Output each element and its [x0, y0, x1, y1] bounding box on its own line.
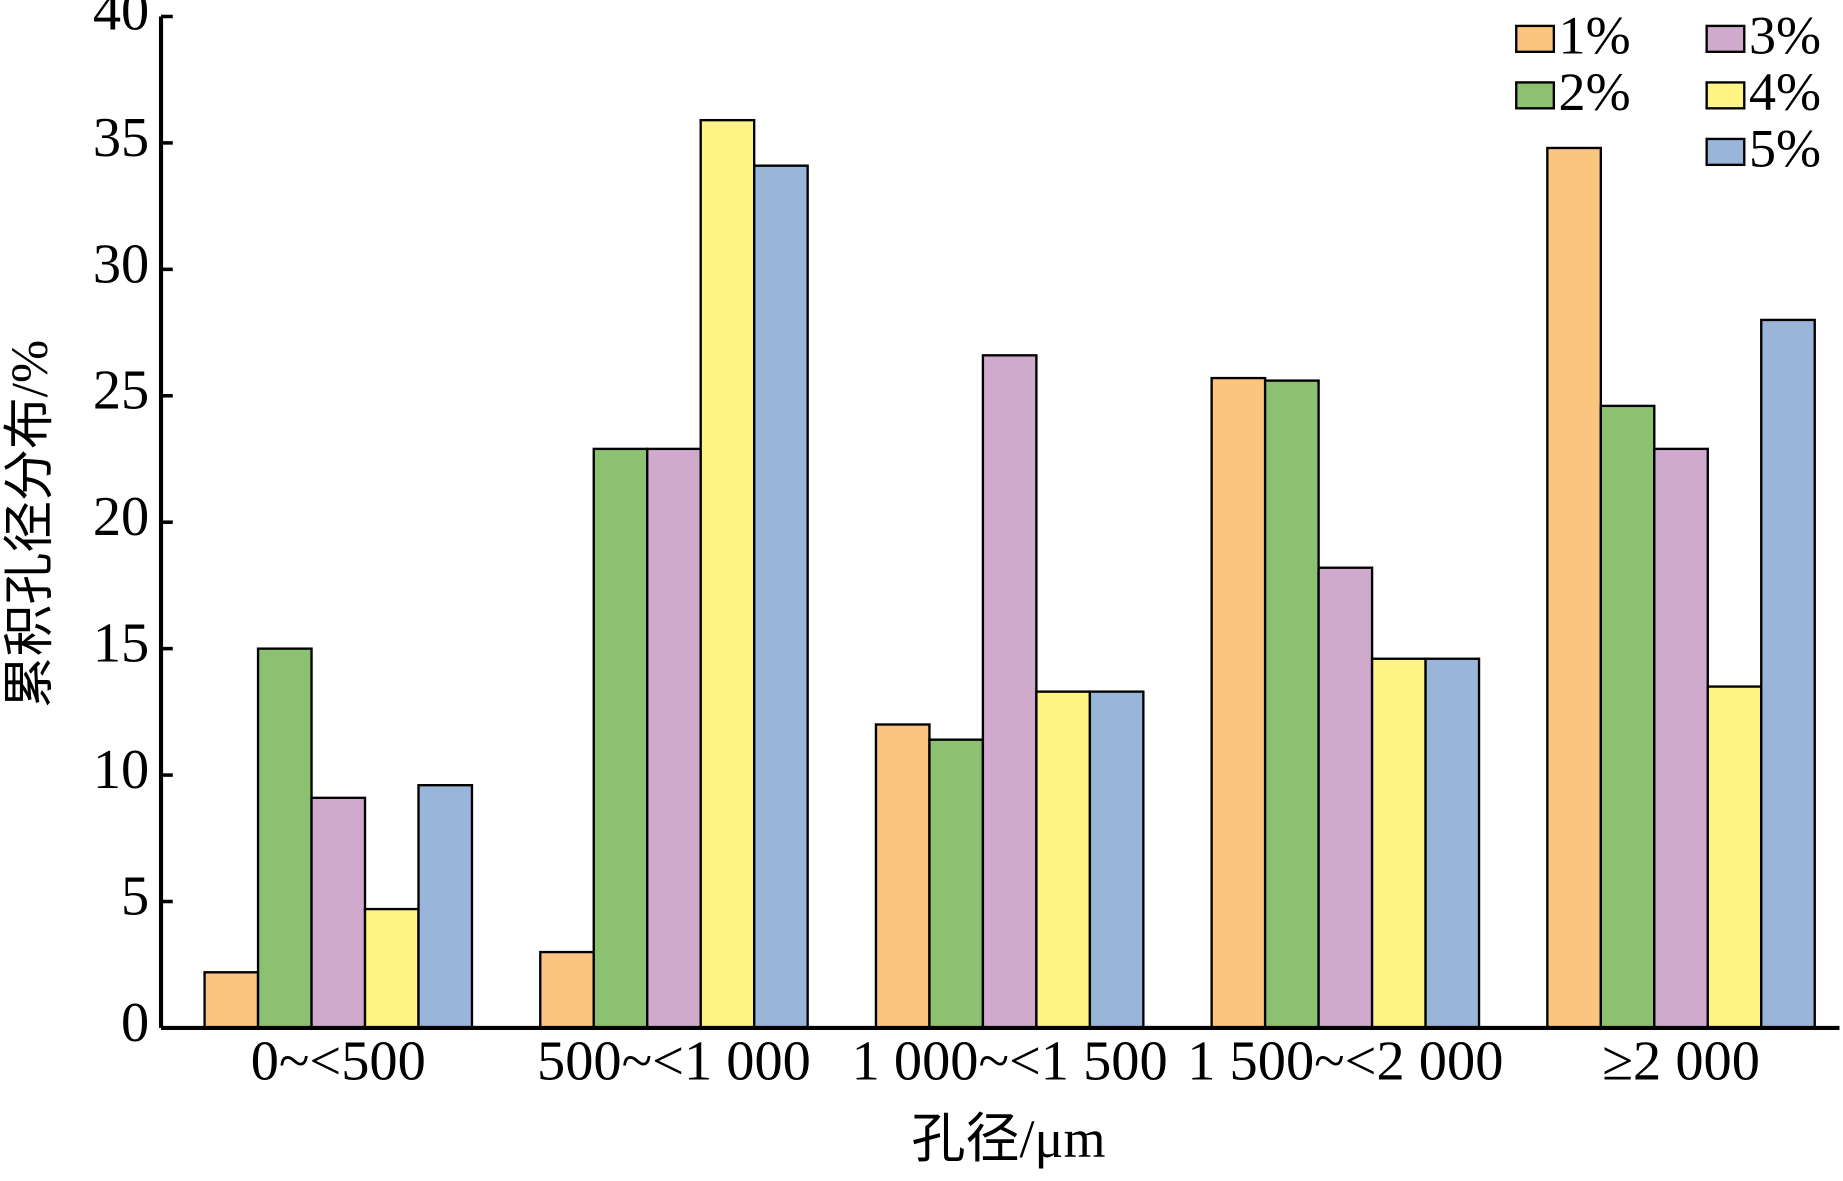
bar	[753, 164, 809, 1030]
y-tick-label: 0	[121, 992, 149, 1054]
y-axis-label: 累积孔径分布/%	[2, 340, 59, 708]
x-tick-label: 1 500~<2 000	[1187, 1031, 1503, 1093]
bar	[1760, 318, 1816, 1030]
bar	[1210, 376, 1267, 1030]
bar	[310, 796, 367, 1030]
bar	[1370, 657, 1427, 1030]
bar	[539, 950, 595, 1030]
y-tick-label: 10	[93, 739, 149, 801]
bar	[1035, 690, 1092, 1030]
y-tick-label: 5	[121, 865, 149, 927]
legend-label: 1%	[1559, 6, 1631, 66]
bar	[256, 647, 313, 1030]
x-tick-label: 500~<1 000	[537, 1031, 811, 1093]
x-axis-label: 孔径/μm	[911, 1109, 1105, 1169]
y-tick-label: 30	[93, 233, 149, 295]
legend-swatch	[1705, 81, 1746, 110]
legend-label: 4%	[1749, 62, 1821, 122]
bar	[1653, 447, 1709, 1030]
bar	[1088, 690, 1145, 1030]
x-tick-label: ≥2 000	[1602, 1031, 1760, 1093]
bar	[417, 784, 474, 1030]
x-tick-label: 1 000~<1 500	[852, 1031, 1168, 1093]
y-tick-label: 15	[93, 613, 149, 675]
y-tick-label: 35	[93, 107, 149, 169]
legend-label: 2%	[1559, 62, 1631, 122]
bar	[1706, 685, 1763, 1030]
bar	[928, 738, 985, 1030]
y-tick-label: 40	[93, 0, 149, 42]
bar	[1546, 146, 1602, 1030]
bar	[363, 907, 420, 1030]
legend-swatch	[1705, 24, 1746, 53]
bar	[981, 354, 1038, 1030]
bar	[1599, 404, 1656, 1030]
bar	[874, 723, 931, 1030]
bar	[1317, 566, 1374, 1030]
bar	[699, 118, 756, 1030]
bar	[592, 447, 649, 1030]
y-tick-label: 25	[93, 360, 149, 422]
legend-swatch	[1705, 137, 1746, 167]
bar	[203, 971, 260, 1030]
bar	[646, 447, 702, 1030]
legend-swatch	[1515, 24, 1556, 53]
legend-swatch	[1515, 81, 1556, 110]
legend-label: 3%	[1749, 6, 1821, 66]
y-tick-label: 20	[93, 486, 149, 548]
bar	[1424, 657, 1481, 1030]
legend-label: 5%	[1749, 119, 1821, 179]
x-tick-label: 0~<500	[251, 1031, 426, 1093]
bar	[1263, 379, 1320, 1030]
